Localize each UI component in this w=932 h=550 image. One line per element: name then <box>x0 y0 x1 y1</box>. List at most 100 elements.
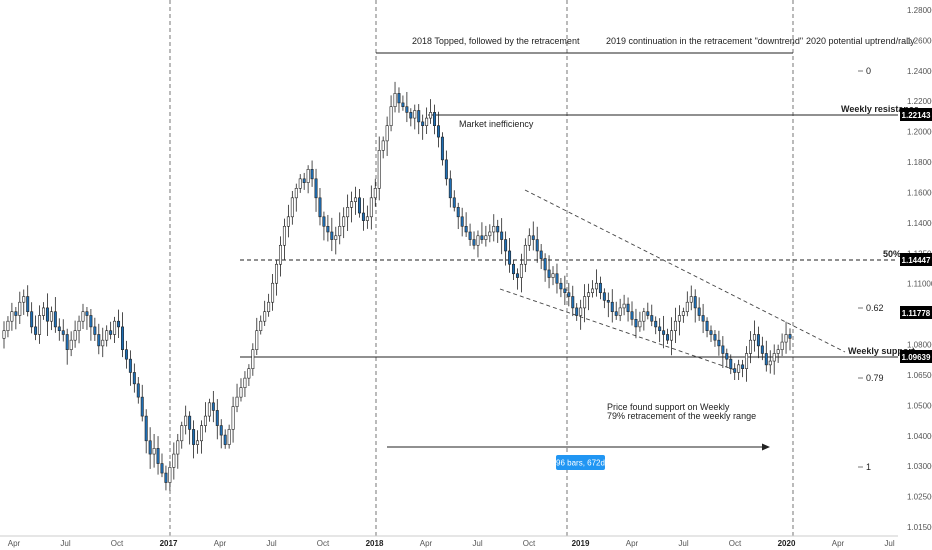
candle-bear <box>468 231 472 240</box>
candle-bear <box>117 320 121 328</box>
candle-bear <box>614 311 618 316</box>
x-tick-label: Jul <box>472 539 482 548</box>
y-tick-label: 1.06500 <box>907 371 932 380</box>
candle-bear <box>85 311 89 316</box>
candle-bear <box>440 136 444 161</box>
candle-bull <box>492 225 496 233</box>
candle-bear <box>472 239 476 246</box>
candle-bull <box>737 364 741 373</box>
candle-bull <box>176 440 180 455</box>
x-tick-label: Oct <box>111 539 124 548</box>
candle-bull <box>369 197 373 218</box>
candle-bear <box>219 425 223 436</box>
candle-bear <box>215 410 219 426</box>
candle-bull <box>306 169 310 183</box>
fib-label-1: 1 <box>866 462 871 472</box>
candle-bull <box>342 216 346 227</box>
candle-bull <box>413 110 417 119</box>
y-axis[interactable]: 1.28000 1.26000 1.24000 1.22000 1.20000 1.180… <box>907 6 932 532</box>
candle-bull <box>38 315 42 335</box>
candle-bear <box>397 93 401 104</box>
candle-bear <box>563 288 567 294</box>
x-axis[interactable]: Apr Jul Oct 2017 Apr Jul Oct 2018 Apr Jul Oct 2019 A… <box>8 539 895 548</box>
annotation-support-note-2: 79% retracement of the weekly range <box>607 411 756 421</box>
y-tick-label: 1.28000 <box>907 6 932 15</box>
annotation-support-note-1: Price found support on Weekly <box>607 402 730 412</box>
x-tick-label: Jul <box>60 539 70 548</box>
weekly-resistance-price-bg <box>900 108 932 121</box>
candle-bear <box>310 169 314 180</box>
candle-bull <box>184 415 188 426</box>
candle-bear <box>89 315 93 328</box>
candle-bear <box>34 326 38 335</box>
candle-bear <box>30 311 34 328</box>
candle-bull <box>365 216 369 221</box>
annotation-2019-continuation: 2019 continuation in the retracement "do… <box>606 36 803 46</box>
x-tick-label: Apr <box>8 539 21 548</box>
candle-bear <box>788 334 792 339</box>
candle-bear <box>705 320 709 331</box>
candle-bear <box>721 345 725 354</box>
candle-bull <box>10 311 14 322</box>
candle-bull <box>275 263 279 284</box>
candle-bull <box>113 320 117 335</box>
x-tick-label: 2020 <box>778 539 796 548</box>
candle-bear <box>480 235 484 240</box>
candle-bear <box>14 311 18 316</box>
candle-bear <box>211 402 215 411</box>
candle-bear <box>515 273 519 278</box>
candle-bull <box>591 288 594 294</box>
candle-bull <box>334 235 338 240</box>
candle-bull <box>81 311 85 322</box>
y-tick-label: 1.18000 <box>907 158 932 167</box>
candle-bear <box>760 345 764 354</box>
candle-bull <box>196 440 200 445</box>
candle-bear <box>433 112 437 126</box>
candle-bull <box>200 425 203 442</box>
candle-bear <box>658 326 662 331</box>
candle-bear <box>456 207 460 218</box>
period-separators <box>169 0 794 536</box>
downtrend-channel <box>499 189 846 371</box>
candle-bull <box>670 330 673 341</box>
candle-bear <box>697 307 701 316</box>
candle-bear <box>57 326 61 331</box>
candle-bull <box>768 360 772 366</box>
candle-bear <box>567 292 571 297</box>
candle-bear <box>713 334 717 341</box>
candle-bear <box>302 178 306 183</box>
candle-bull <box>239 387 243 398</box>
candle-bull <box>784 334 788 343</box>
y-tick-label: 1.20000 <box>907 128 932 137</box>
current-price: 1.11778 <box>902 309 931 318</box>
candle-bear <box>314 178 318 199</box>
candle-bull <box>227 429 231 445</box>
candle-bear <box>571 296 575 309</box>
candle-bull <box>622 303 626 309</box>
candle-bear <box>543 258 547 271</box>
weekly-resistance-price: 1.22143 <box>902 111 931 120</box>
candle-bull <box>689 296 693 303</box>
candle-bull <box>594 282 598 290</box>
candle-bull <box>389 106 393 126</box>
candle-bear <box>662 330 666 335</box>
candle-bull <box>267 301 271 313</box>
candle-bear <box>109 330 113 335</box>
y-tick-label: 1.22000 <box>907 97 932 106</box>
candle-bear <box>717 339 721 347</box>
candle-bear <box>148 440 152 455</box>
fifty-percent-text: 50% <box>883 249 901 259</box>
candle-bear <box>602 292 606 301</box>
candle-bear <box>606 300 610 303</box>
candle-bear <box>357 197 361 214</box>
candle-bear <box>539 250 543 259</box>
candle-bear <box>733 368 737 373</box>
candle-bear <box>709 330 713 335</box>
candle-bull <box>638 320 642 328</box>
candle-bull <box>776 349 780 354</box>
fib-label-0: 0 <box>866 66 871 76</box>
candle-bull <box>587 292 591 297</box>
candle-bear <box>65 334 69 350</box>
candle-bear <box>188 415 192 430</box>
